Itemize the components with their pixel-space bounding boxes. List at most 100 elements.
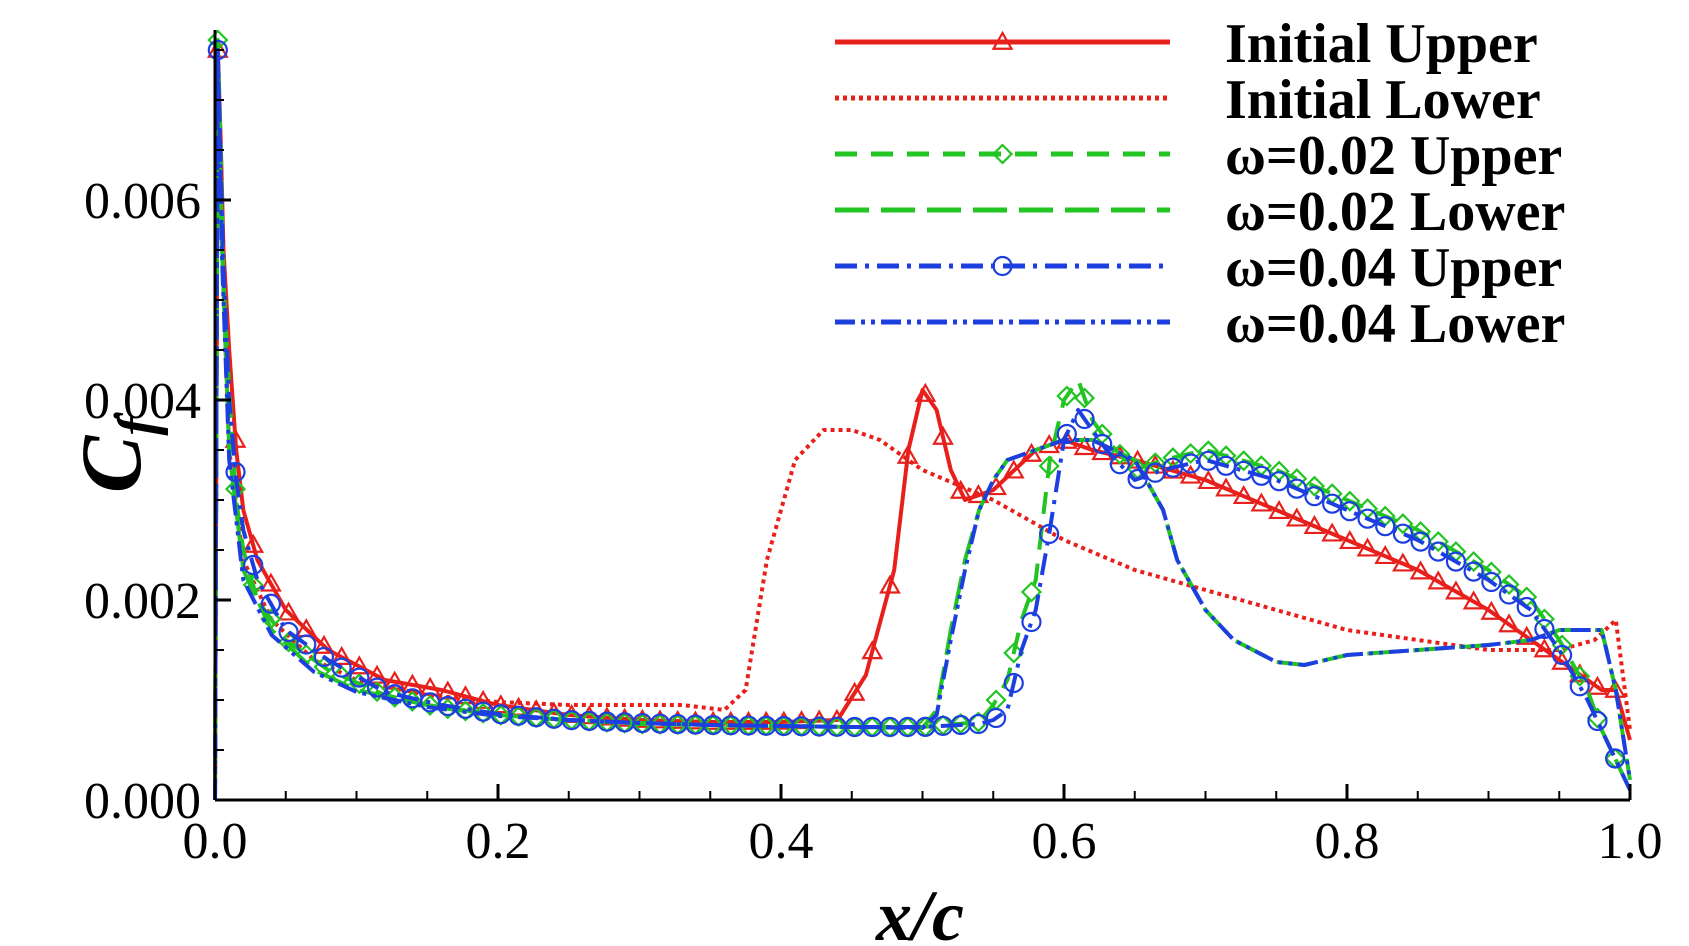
data-point <box>331 657 352 678</box>
y-axis-title-main: C <box>63 434 159 493</box>
data-point <box>1304 486 1325 507</box>
data-point <box>349 667 370 688</box>
data-point <box>1587 710 1608 732</box>
data-point <box>1109 454 1130 475</box>
data-point <box>1339 490 1361 512</box>
data-point <box>1410 531 1431 552</box>
legend-item: Initial Upper <box>835 13 1538 75</box>
data-point <box>1463 551 1485 573</box>
data-point <box>1498 573 1520 596</box>
legend-item: ω=0.04 Lower <box>835 293 1565 355</box>
legend-item: ω=0.04 Upper <box>835 237 1562 299</box>
data-point <box>1568 663 1591 683</box>
legend-label: ω=0.02 Upper <box>1225 125 1562 187</box>
data-point <box>985 707 1007 729</box>
series-5 <box>213 48 1632 801</box>
data-point <box>1020 581 1043 603</box>
data-point <box>1303 514 1326 535</box>
legend-label: Initial Upper <box>1225 13 1538 75</box>
legend-item: ω=0.02 Lower <box>835 181 1565 243</box>
data-point <box>896 444 919 464</box>
data-point <box>1339 501 1360 522</box>
data-point <box>949 479 972 499</box>
svg-text:Cf: Cf <box>63 412 169 493</box>
data-point <box>1303 475 1326 497</box>
data-point <box>861 640 884 660</box>
data-point <box>1481 571 1502 593</box>
series-line <box>213 48 1632 801</box>
data-point <box>1215 477 1237 497</box>
x-tick-label: 1.0 <box>1598 813 1663 870</box>
legend-label: ω=0.02 Lower <box>1225 181 1565 243</box>
data-point <box>1480 600 1503 620</box>
data-point <box>1338 529 1361 550</box>
data-point <box>243 554 264 576</box>
data-point <box>1021 611 1042 633</box>
data-point <box>1392 523 1413 544</box>
legend-marker <box>991 30 1014 50</box>
data-point <box>1020 442 1043 462</box>
y-tick-label: 0.006 <box>84 173 201 230</box>
legend-item: Initial Lower <box>835 69 1541 131</box>
axes: 0.0 0.2 0.4 0.6 0.8 1.0 0.000 0.002 0.004 0.006 <box>84 30 1663 870</box>
data-point <box>277 601 300 621</box>
data-point <box>879 574 901 594</box>
data-point <box>1445 551 1467 572</box>
data-point <box>1056 385 1078 407</box>
data-point <box>1551 644 1573 666</box>
legend-label: Initial Lower <box>1225 69 1541 131</box>
data-point <box>278 621 299 643</box>
data-point <box>967 711 989 733</box>
x-tick-label: 0.6 <box>1032 813 1097 870</box>
data-point <box>1073 436 1096 456</box>
data-point <box>1003 672 1024 694</box>
plot-area <box>206 29 1632 801</box>
data-point <box>968 713 989 735</box>
data-point <box>1179 464 1202 484</box>
legend-label: ω=0.04 Lower <box>1225 293 1565 355</box>
data-point <box>1039 523 1060 545</box>
data-point <box>260 593 281 614</box>
data-point <box>1127 468 1148 490</box>
x-axis-title: x/c <box>875 876 964 946</box>
legend-label: ω=0.04 Upper <box>1225 237 1562 299</box>
data-point <box>1286 478 1307 499</box>
x-tick-label: 0.8 <box>1315 813 1380 870</box>
data-point <box>1232 484 1255 505</box>
data-point <box>1357 508 1378 529</box>
data-point <box>1375 516 1396 537</box>
data-point <box>1074 408 1095 430</box>
data-point <box>1038 455 1060 477</box>
data-point <box>1092 433 1113 455</box>
data-point <box>1002 459 1025 479</box>
x-tick-label: 0.2 <box>466 813 531 870</box>
series-line <box>213 48 1632 801</box>
data-point <box>1268 499 1290 520</box>
data-point <box>259 572 282 592</box>
data-point <box>242 533 265 553</box>
data-point <box>914 382 937 402</box>
data-point <box>1428 541 1449 562</box>
data-point <box>1569 676 1590 697</box>
x-tick-label: 0.0 <box>183 813 248 870</box>
data-point <box>1056 423 1077 445</box>
data-point <box>1250 492 1273 512</box>
data-point <box>1516 596 1537 618</box>
data-point <box>1374 544 1397 565</box>
data-point <box>1197 469 1220 490</box>
data-point <box>1445 580 1467 600</box>
data-point <box>1233 450 1255 472</box>
y-tick-label: 0.004 <box>84 373 201 430</box>
data-point <box>313 646 335 668</box>
legend-item: ω=0.02 Upper <box>835 125 1562 187</box>
data-point <box>1427 531 1449 553</box>
legend-marker <box>991 143 1014 165</box>
data-point <box>1605 748 1626 769</box>
data-point <box>950 713 972 735</box>
data-point <box>843 681 866 701</box>
data-point <box>296 634 317 655</box>
data-point <box>1321 522 1344 542</box>
y-tick-label: 0.000 <box>84 773 201 830</box>
data-point <box>1285 507 1308 527</box>
